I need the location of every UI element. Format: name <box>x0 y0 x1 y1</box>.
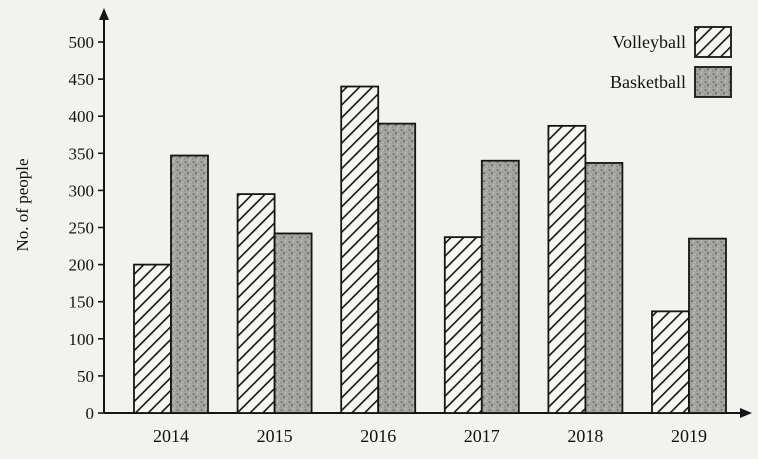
legend-swatch-basketball <box>694 66 732 98</box>
bar-basketball-2017 <box>480 159 520 414</box>
x-ticks: 2014 2015 2016 2017 2018 2019 <box>153 426 707 446</box>
bar-volleyball-2015 <box>236 193 276 414</box>
y-tick-label: 250 <box>69 219 95 238</box>
y-axis <box>99 8 109 413</box>
y-tick-label: 350 <box>69 144 95 163</box>
bar-volleyball-2018 <box>547 124 587 414</box>
bar-volleyball-2014 <box>133 263 172 414</box>
bar-basketball-2015 <box>273 232 313 414</box>
x-axis-arrow <box>740 408 752 418</box>
bar-basketball-2014 <box>170 154 209 414</box>
y-tick-label: 100 <box>69 330 95 349</box>
bar-volleyball-2016 <box>340 85 380 414</box>
x-tick-label: 2019 <box>671 426 707 446</box>
bar-basketball-2018 <box>584 162 624 414</box>
y-tick-label: 150 <box>69 293 95 312</box>
legend-swatch-volleyball <box>694 26 732 58</box>
y-tick-label: 200 <box>69 256 95 275</box>
x-tick-label: 2018 <box>567 426 603 446</box>
y-axis-arrow <box>99 8 109 20</box>
x-tick-label: 2016 <box>360 426 396 446</box>
y-ticks: 0 50 100 150 200 250 300 350 400 450 500 <box>69 33 104 423</box>
legend-label-basketball: Basketball <box>610 72 686 92</box>
legend-label-volleyball: Volleyball <box>612 32 686 52</box>
y-axis-label: No. of people <box>13 158 32 251</box>
x-tick-label: 2017 <box>464 426 500 446</box>
y-tick-label: 300 <box>69 181 95 200</box>
bar-volleyball-2019 <box>651 310 690 414</box>
y-tick-label: 400 <box>69 107 95 126</box>
y-tick-label: 50 <box>77 367 94 386</box>
y-tick-label: 450 <box>69 70 95 89</box>
bar-basketball-2019 <box>688 237 727 414</box>
y-tick-label: 0 <box>86 404 95 423</box>
bar-basketball-2016 <box>377 122 417 414</box>
x-axis <box>104 408 752 418</box>
y-tick-label: 500 <box>69 33 95 52</box>
x-tick-label: 2014 <box>153 426 189 446</box>
legend: Volleyball Basketball <box>610 26 732 98</box>
bar-volleyball-2017 <box>443 236 483 414</box>
x-tick-label: 2015 <box>257 426 293 446</box>
bars <box>133 85 727 414</box>
